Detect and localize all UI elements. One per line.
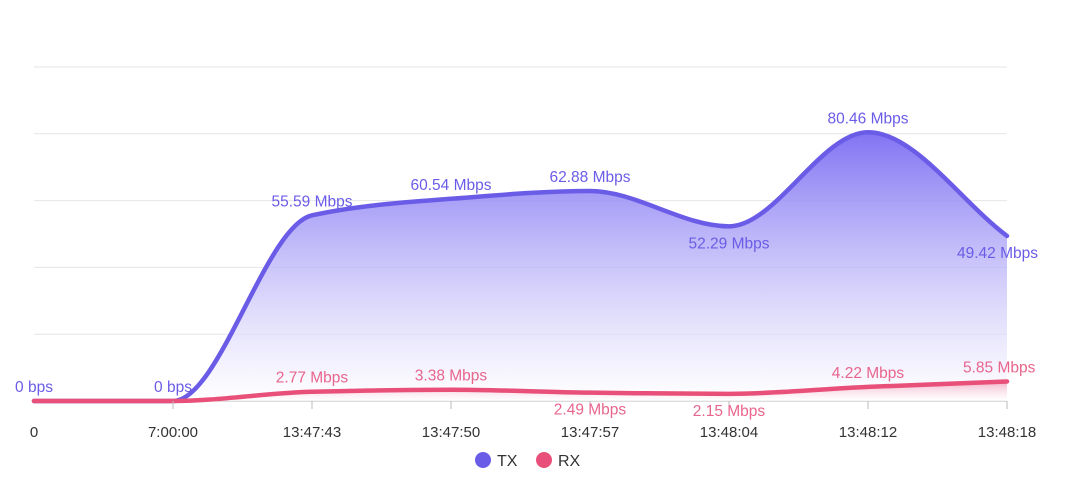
x-tick-label: 13:47:57 — [561, 424, 619, 441]
rx-data-label: 4.22 Mbps — [832, 365, 905, 382]
rx-data-label: 3.38 Mbps — [415, 368, 488, 385]
x-tick-label: 13:47:43 — [283, 424, 341, 441]
x-tick-label: 13:48:12 — [839, 424, 897, 441]
rx-data-label: 2.49 Mbps — [554, 402, 627, 419]
data-labels: 0 bps 0 bps 55.59 Mbps 60.54 Mbps 62.88 Mbps… — [15, 110, 1038, 420]
x-tick-label: 0 — [30, 424, 38, 441]
rx-data-label: 5.85 Mbps — [963, 359, 1036, 376]
x-tick-label: 7:00:00 — [148, 424, 198, 441]
series-area-tx — [34, 132, 1007, 401]
legend-marker — [536, 452, 552, 468]
tx-data-label: 62.88 Mbps — [550, 169, 631, 186]
series-line-rx — [31, 379, 1010, 404]
legend-label: TX — [497, 453, 518, 470]
x-axis: 0 7:00:00 13:47:43 13:47:50 13:47:57 13:48:04… — [30, 401, 1036, 441]
tx-data-label: 52.29 Mbps — [689, 235, 770, 252]
tx-data-label: 49.42 Mbps — [957, 245, 1038, 262]
x-tick-label: 13:48:18 — [978, 424, 1036, 441]
tx-data-label: 0 bps — [154, 379, 192, 396]
rx-data-label: 2.15 Mbps — [693, 403, 766, 420]
legend[interactable]: TX RX — [475, 452, 581, 470]
tx-data-label: 0 bps — [15, 379, 53, 396]
tx-data-label: 80.46 Mbps — [828, 110, 909, 127]
rx-data-label: 2.77 Mbps — [276, 370, 349, 387]
legend-label: RX — [558, 453, 581, 470]
legend-marker — [475, 452, 491, 468]
legend-item-tx[interactable]: TX — [475, 452, 518, 470]
x-tick-label: 13:47:50 — [422, 424, 480, 441]
tx-data-label: 60.54 Mbps — [411, 177, 492, 194]
legend-item-rx[interactable]: RX — [536, 452, 581, 470]
series-lines — [31, 130, 1010, 404]
series-areas — [34, 132, 1007, 401]
tx-data-label: 55.59 Mbps — [272, 193, 353, 210]
series-line-tx — [31, 130, 1010, 404]
x-tick-label: 13:48:04 — [700, 424, 758, 441]
